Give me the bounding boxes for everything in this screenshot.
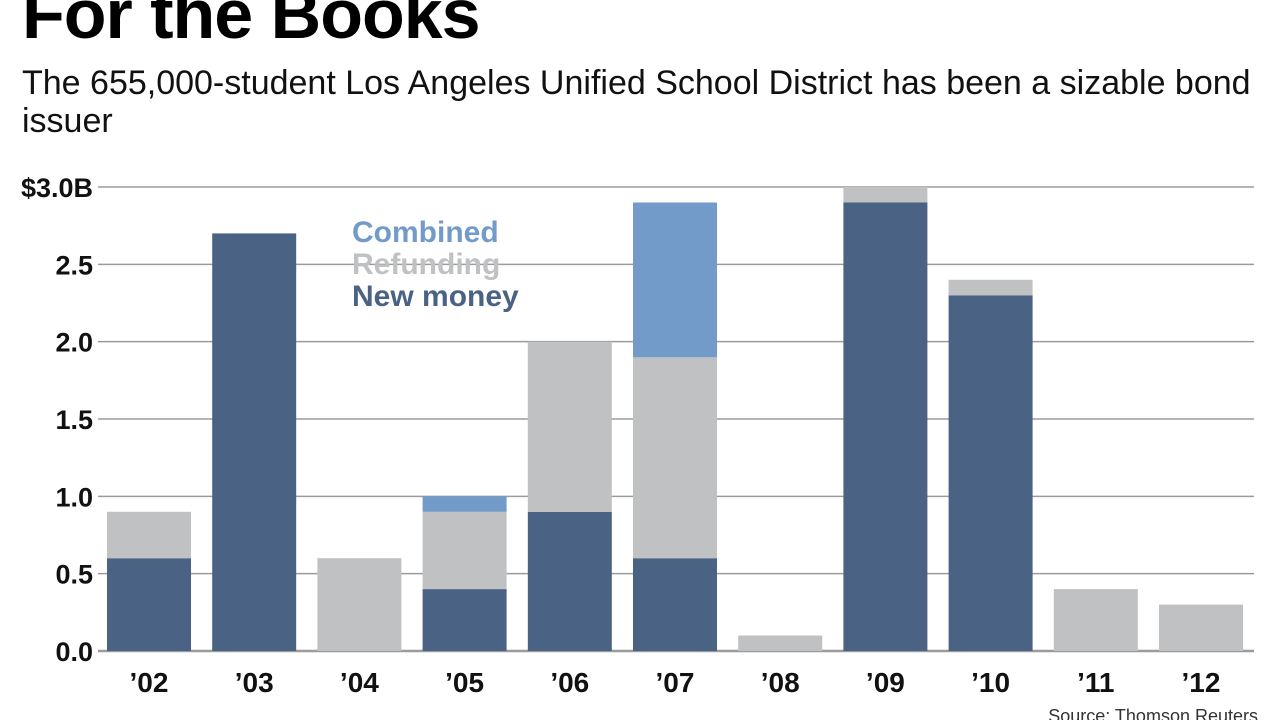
bar-segment-refunding — [738, 635, 823, 651]
x-category-label: ’03 — [235, 667, 274, 698]
x-category-label: ’06 — [550, 667, 589, 698]
bar-segment-new-money — [633, 558, 717, 651]
bar-segment-new-money — [843, 202, 928, 651]
bar-segment-new-money — [212, 233, 297, 651]
x-category-label: ’02 — [130, 667, 169, 698]
x-category-label: ’07 — [656, 667, 695, 698]
bar-segment-new-money — [422, 589, 507, 651]
y-tick-label: 0.0 — [55, 637, 93, 667]
x-axis-category-labels: ’02 ’03 ’04 ’05 ’06 ’07 ’08 ’09 ’10 ’11 ’12 — [130, 667, 1221, 698]
x-category-label: ’10 — [971, 667, 1010, 698]
y-tick-label: 1.5 — [55, 405, 93, 435]
x-category-label: ’12 — [1182, 667, 1221, 698]
chart-title: For the Books — [22, 0, 481, 53]
bar-segment-refunding — [317, 558, 402, 651]
x-category-label: ’08 — [761, 667, 800, 698]
bar-segment-new-money — [107, 558, 191, 651]
bar-segment-refunding — [422, 511, 507, 590]
bar-segment-refunding — [1053, 589, 1138, 651]
y-tick-label: 2.0 — [55, 328, 93, 358]
source-note: Source: Thomson Reuters — [1048, 706, 1258, 720]
chart-subtitle: The 655,000-student Los Angeles Unified … — [22, 64, 1251, 140]
bar-segment-refunding — [1159, 604, 1243, 651]
x-category-label: ’11 — [1077, 667, 1114, 698]
y-tick-label: 1.0 — [55, 482, 93, 512]
bar-segment-combined — [422, 496, 507, 512]
bar-segment-combined — [633, 202, 717, 358]
x-category-label: ’09 — [866, 667, 905, 698]
y-axis-tick-labels: 0.0 0.5 1.0 1.5 2.0 2.5 $3.0B — [21, 173, 93, 667]
bar-segment-refunding — [527, 341, 612, 512]
legend-entry-new-money: New money — [352, 280, 519, 313]
y-tick-label: $3.0B — [21, 173, 93, 203]
bar-segment-refunding — [843, 187, 928, 203]
legend-entry-combined: Combined — [352, 216, 499, 249]
y-tick-label: 0.5 — [55, 560, 93, 590]
x-category-label: ’05 — [445, 667, 484, 698]
y-tick-label: 2.5 — [55, 250, 93, 280]
legend-entry-refunding: Refunding — [352, 248, 500, 281]
bar-segment-new-money — [948, 295, 1033, 651]
bar-segment-refunding — [107, 511, 191, 559]
bar-segment-refunding — [633, 357, 717, 559]
bars — [107, 187, 1243, 651]
bar-segment-new-money — [527, 511, 612, 651]
bar-segment-refunding — [948, 279, 1033, 296]
x-category-label: ’04 — [340, 667, 379, 698]
